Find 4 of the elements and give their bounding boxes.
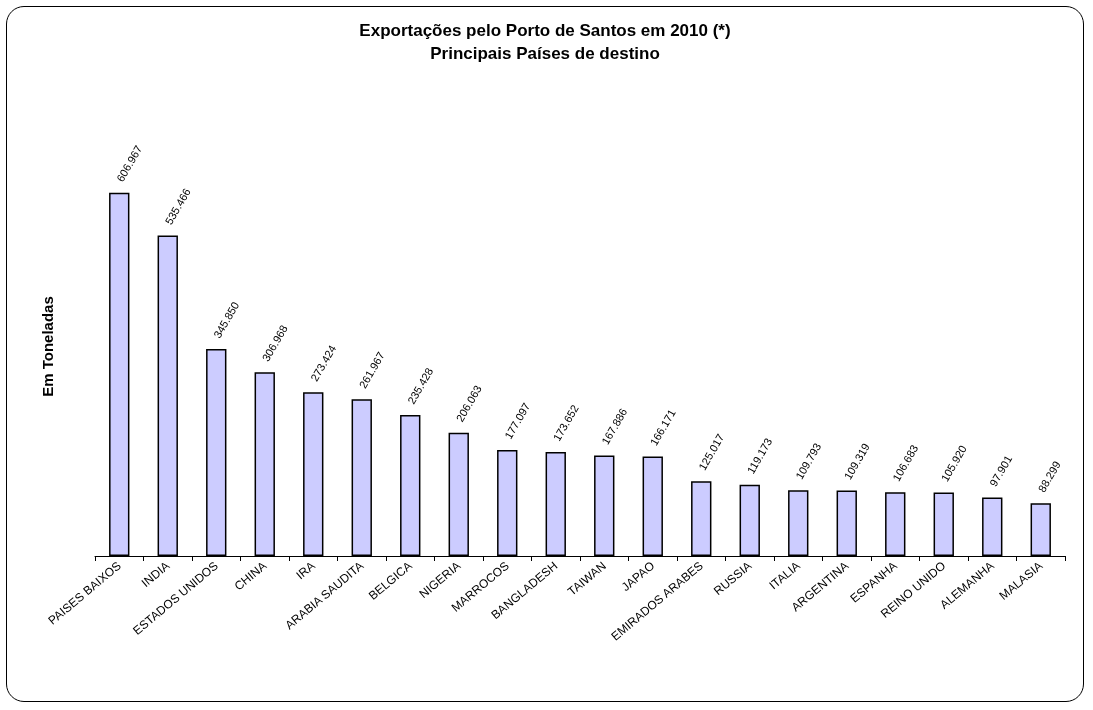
y-axis-title: Em Toneladas <box>39 296 56 397</box>
x-tick-label: IRA <box>293 558 318 583</box>
chart-subtitle: Principais Países de destino <box>430 44 660 63</box>
chart-title: Exportações pelo Porto de Santos em 2010 (*) <box>359 21 731 40</box>
